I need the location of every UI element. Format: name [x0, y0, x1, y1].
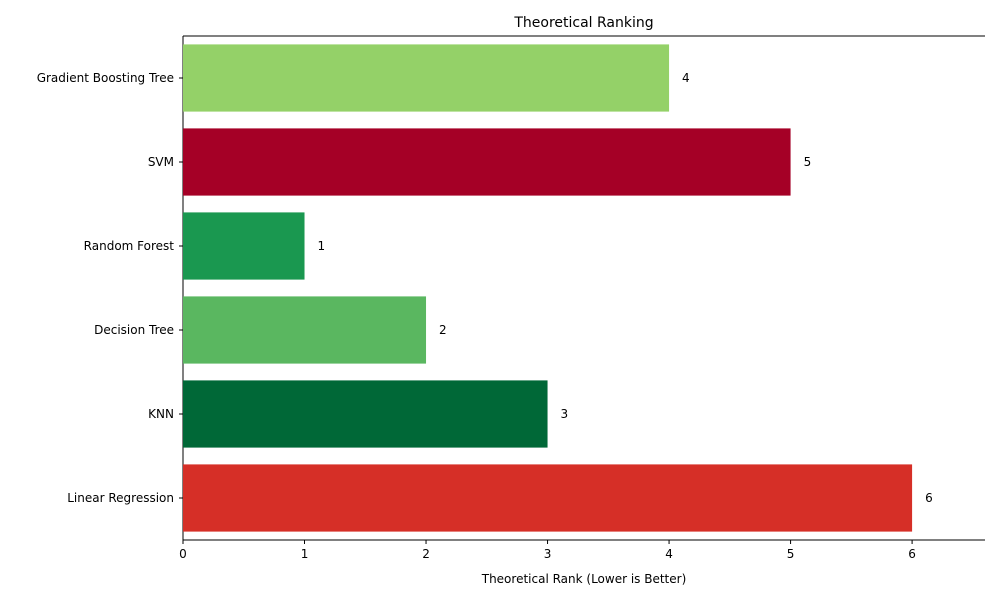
y-tick-label: SVM: [148, 155, 174, 169]
bar-value-label: 2: [439, 323, 447, 337]
bar-value-label: 5: [804, 155, 812, 169]
bar-decision-tree: [183, 296, 427, 364]
y-axis-ticks: Gradient Boosting Tree SVM Random Forest De…: [37, 71, 183, 505]
plot-frame: [182, 35, 985, 541]
bar-svm: [183, 128, 791, 196]
bar-value-label: 6: [925, 491, 933, 505]
x-tick-label: 5: [787, 547, 795, 561]
x-axis-label: Theoretical Rank (Lower is Better): [481, 572, 687, 586]
x-tick-label: 3: [544, 547, 552, 561]
y-tick-label: Linear Regression: [67, 491, 174, 505]
y-tick-label: Decision Tree: [94, 323, 174, 337]
chart-title: Theoretical Ranking: [513, 15, 653, 31]
x-tick-label: 6: [908, 547, 916, 561]
x-tick-label: 0: [179, 547, 187, 561]
x-tick-label: 1: [301, 547, 309, 561]
bar-value-label: 4: [682, 71, 690, 85]
y-tick-label: KNN: [148, 407, 174, 421]
x-axis-ticks: 0 1 2 3 4 5 6: [179, 540, 916, 561]
bar-knn: [183, 380, 548, 448]
bar-random-forest: [183, 212, 305, 280]
x-tick-label: 4: [665, 547, 673, 561]
bar-value-label: 1: [318, 239, 326, 253]
bar-value-label: 3: [561, 407, 569, 421]
bars-group: [183, 44, 913, 532]
y-tick-label: Gradient Boosting Tree: [37, 71, 174, 85]
bar-gradient-boosting-tree: [183, 44, 670, 112]
y-tick-label: Random Forest: [84, 239, 175, 253]
x-tick-label: 2: [422, 547, 430, 561]
bar-value-labels: 4 5 1 2 3 6: [318, 71, 933, 505]
bar-linear-regression: [183, 464, 913, 532]
